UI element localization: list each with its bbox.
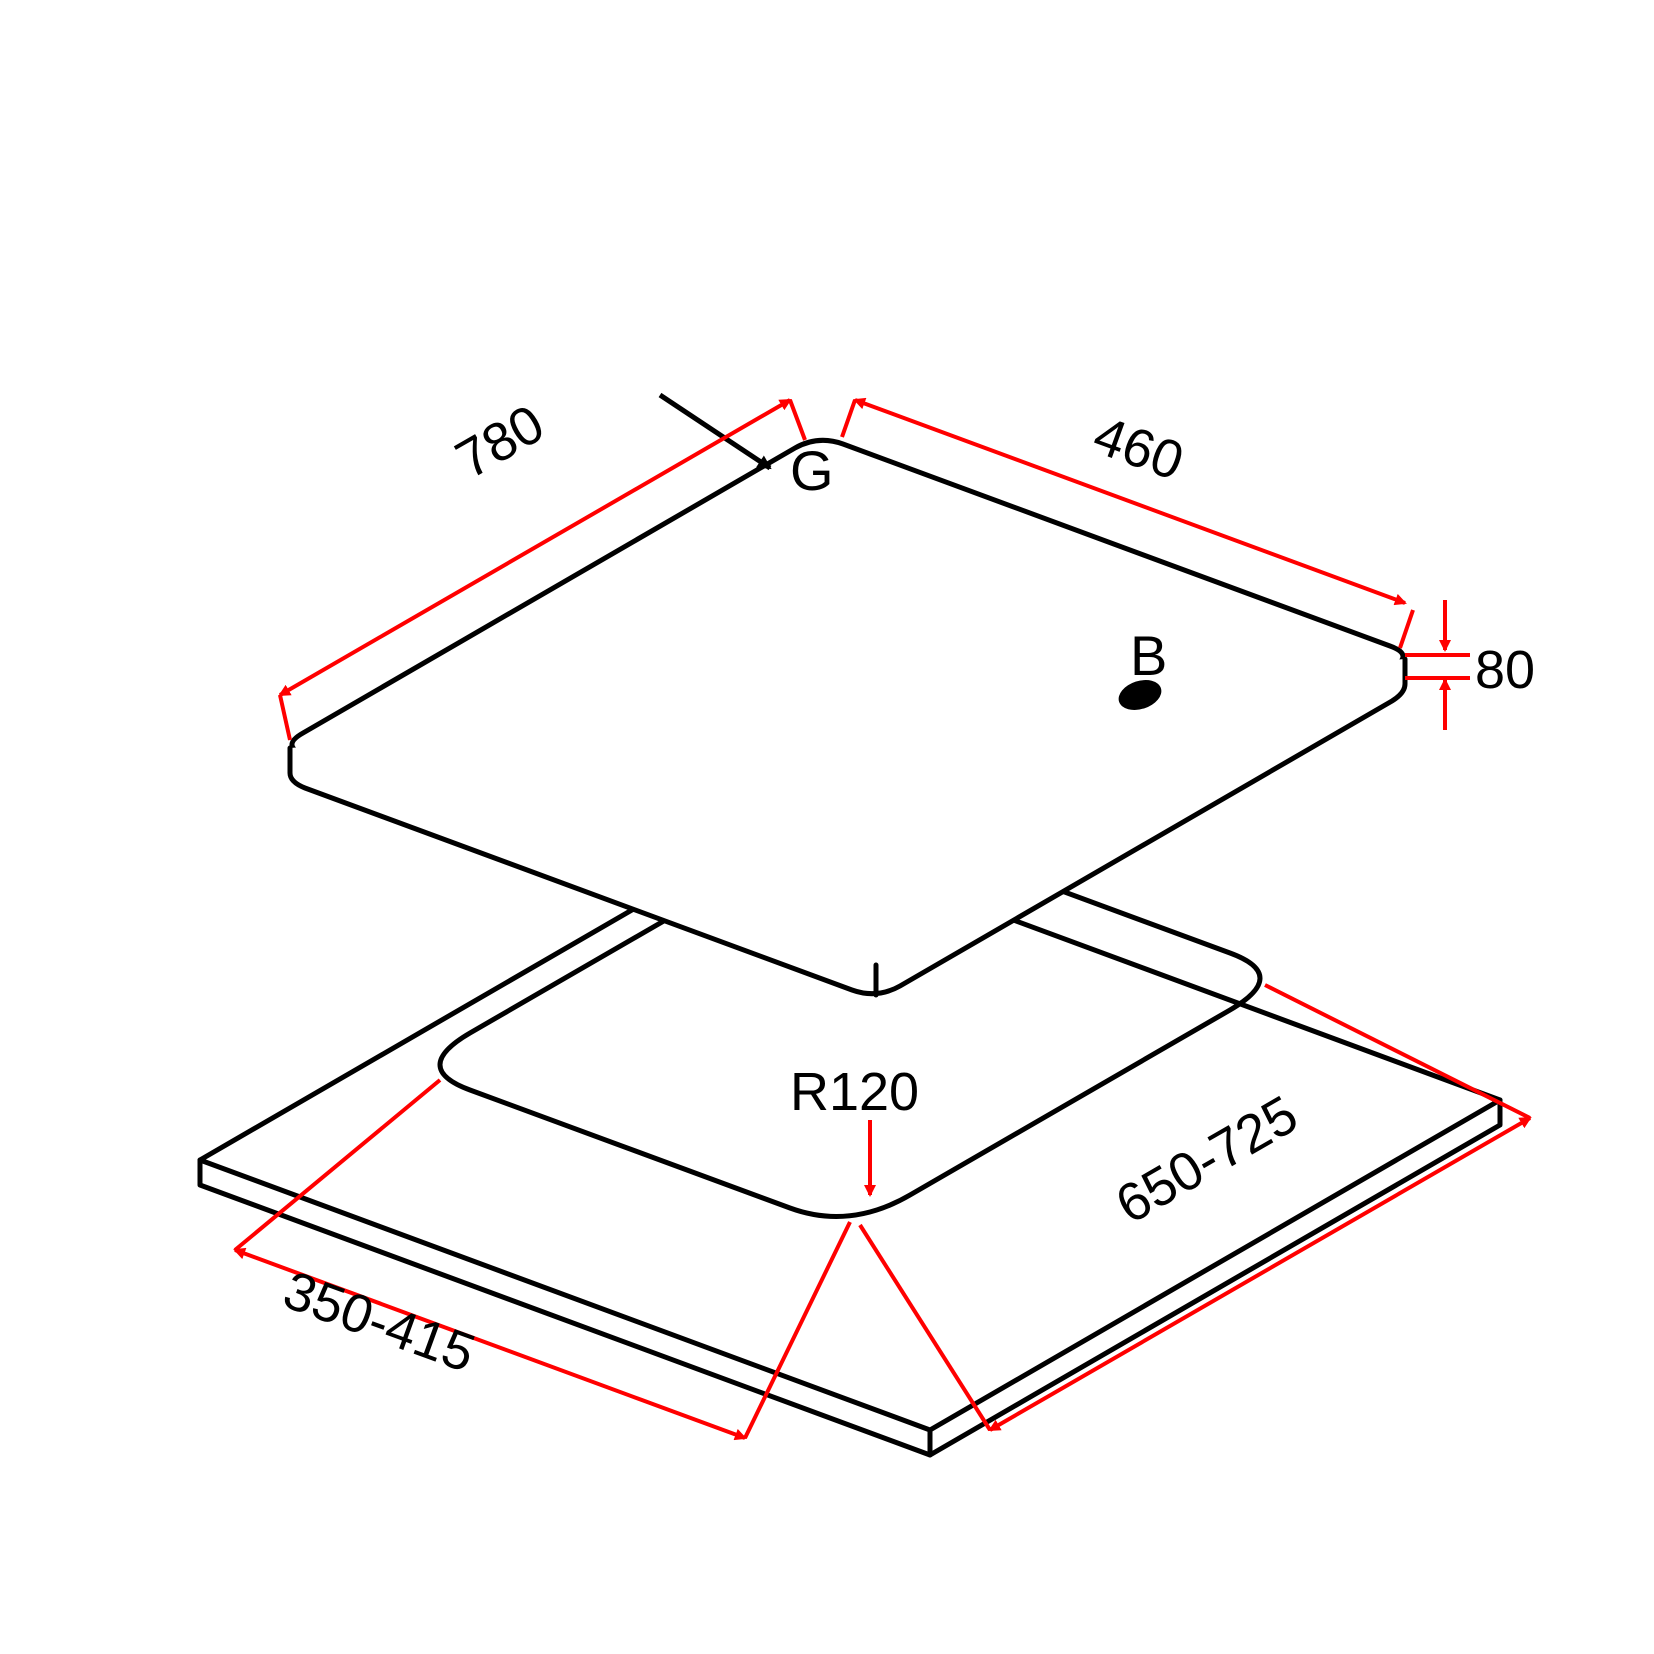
dim-text-780: 780 bbox=[446, 393, 554, 490]
dim-80 bbox=[1405, 600, 1470, 730]
label-b: B bbox=[1130, 624, 1167, 687]
hob-panel bbox=[290, 440, 1405, 995]
dim-text-r120: R120 bbox=[790, 1062, 919, 1122]
dim-text-80: 80 bbox=[1475, 640, 1535, 700]
label-g: G bbox=[790, 439, 834, 502]
gas-inlet-pointer bbox=[660, 395, 770, 468]
technical-diagram: 780 460 80 R120 350-415 650-725 G B bbox=[0, 0, 1654, 1654]
dim-350-415 bbox=[235, 1080, 850, 1438]
dim-text-460: 460 bbox=[1086, 405, 1191, 492]
dim-text-650-725: 650-725 bbox=[1106, 1084, 1308, 1235]
dim-650-725 bbox=[860, 985, 1530, 1430]
